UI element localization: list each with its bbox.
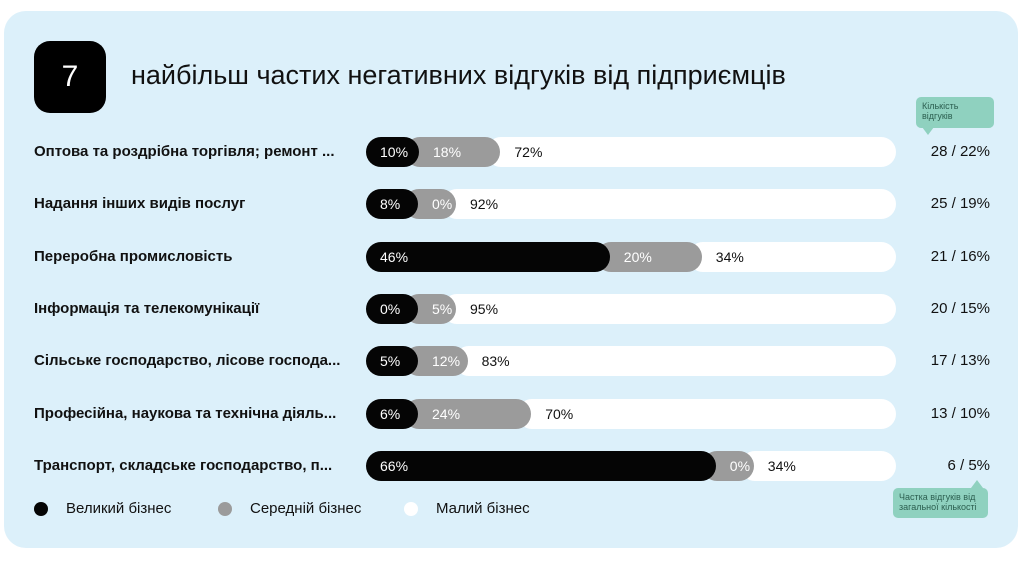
bar-track: 92% 0% 8% (366, 189, 896, 219)
legend-label: Малий бізнес (436, 500, 530, 517)
bar-segment-small: 70% (517, 399, 896, 429)
bar-segment-small: 34% (687, 242, 896, 272)
bar-segment-medium: 20% (595, 242, 702, 272)
legend-item: Малий бізнес (404, 500, 530, 517)
bar-track: 72% 18% 10% (366, 137, 896, 167)
bar-segment-medium: 12% (404, 346, 468, 376)
category-label: Інформація та телекомунікації (34, 300, 260, 317)
bar-segment-large: 46% (366, 242, 610, 272)
count-share-label: 28 / 22% (930, 143, 990, 160)
bar-segment-large: 10% (366, 137, 419, 167)
bar-segment-small: 95% (442, 294, 896, 324)
share-tooltip: Частка відгуків від загальної кількості (893, 480, 988, 518)
count-share-label: 17 / 13% (930, 352, 990, 369)
bar-segment-small: 72% (486, 137, 896, 167)
bar-track: 83% 12% 5% (366, 346, 896, 376)
legend-label: Великий бізнес (66, 500, 172, 517)
bar-segment-large: 5% (366, 346, 418, 376)
legend-item: Великий бізнес (34, 500, 171, 517)
bar-segment-large: 66% (366, 451, 716, 481)
category-label: Професійна, наукова та технічна діяль... (34, 405, 337, 422)
bar-track: 95% 5% 0% (366, 294, 896, 324)
category-label: Оптова та роздрібна торгівля; ремонт ... (34, 143, 335, 160)
number-badge: 7 (34, 41, 106, 113)
legend-dot-icon (34, 501, 48, 516)
bar-segment-small: 34% (739, 451, 896, 481)
bar-segment-small: 92% (442, 189, 896, 219)
legend-dot-icon (404, 501, 418, 516)
bar-segment-medium: 24% (404, 399, 532, 429)
count-share-label: 13 / 10% (930, 405, 990, 422)
category-label: Надання інших видів послуг (34, 195, 246, 212)
bar-segment-small: 83% (453, 346, 896, 376)
legend-label: Середній бізнес (250, 500, 362, 517)
bar-segment-large: 0% (366, 294, 418, 324)
category-label: Переробна промисловість (34, 248, 233, 265)
bar-track: 34% 0% 66% (366, 451, 896, 481)
legend-dot-icon (218, 501, 232, 516)
count-share-label: 25 / 19% (930, 195, 990, 212)
legend-item: Середній бізнес (218, 500, 361, 517)
count-share-label: 6 / 5% (947, 457, 990, 474)
chart-title: найбільш частих негативних відгуків від … (131, 60, 786, 90)
bar-segment-large: 6% (366, 399, 418, 429)
bar-track: 34% 20% 46% (366, 242, 896, 272)
category-label: Транспорт, складське господарство, п... (34, 457, 333, 474)
category-label: Сільське господарство, лісове господа... (34, 352, 341, 369)
bar-segment-large: 8% (366, 189, 418, 219)
bar-track: 70% 24% 6% (366, 399, 896, 429)
count-tooltip: Кількість відгуків (916, 97, 994, 135)
count-share-label: 21 / 16% (930, 248, 990, 265)
count-share-label: 20 / 15% (930, 300, 990, 317)
bar-segment-medium: 18% (405, 137, 501, 167)
